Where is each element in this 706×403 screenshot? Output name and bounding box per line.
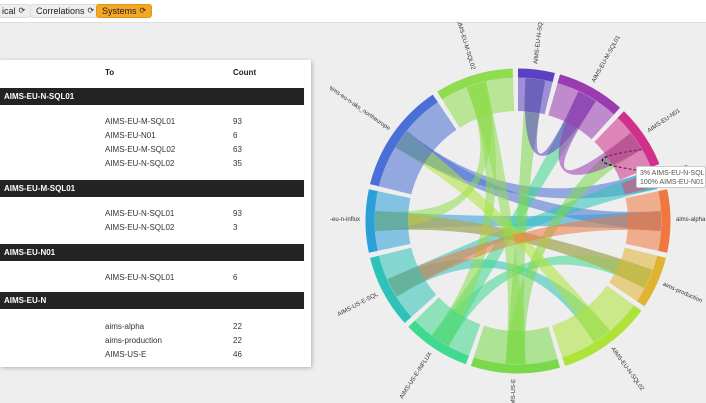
- chord-node-label: aims-alpha: [676, 217, 706, 223]
- chord-diagram[interactable]: AIMS-EU-N-SQL01 AIMS-EU-M-SQL01 AIMS-EU-N0…: [330, 22, 706, 403]
- column-header-to: To: [105, 68, 115, 77]
- group-header: AIMS-EU-N01: [0, 244, 304, 261]
- row-count: 63: [233, 145, 242, 154]
- chord-arc[interactable]: [617, 111, 660, 168]
- filter-bar: ical ⟳ Correlations ⟳ Systems ⟳: [0, 0, 706, 23]
- chord-group-band[interactable]: [413, 297, 481, 358]
- chord-arc[interactable]: [557, 74, 621, 115]
- chord-group-band[interactable]: [594, 116, 653, 180]
- tab-systems[interactable]: Systems ⟳: [96, 4, 153, 18]
- chord-arc[interactable]: [437, 68, 514, 100]
- tab-label: ical: [2, 6, 16, 16]
- chord-group-band[interactable]: [377, 247, 437, 319]
- chord-node-label: AIMS-US-E-SQL: [337, 291, 380, 318]
- row-to: aims-alpha: [105, 322, 145, 331]
- row-to: AIMS-EU-M-SQL01: [105, 117, 176, 126]
- tab-physical[interactable]: ical ⟳: [0, 4, 32, 18]
- chord-node-label: AIMS-EU-N-SQL01: [533, 22, 545, 64]
- tooltip-line: 3% AIMS-EU-N-SQL01 →: [640, 170, 705, 177]
- chord-ribbon[interactable]: [387, 169, 658, 297]
- chord-ribbon[interactable]: [375, 211, 653, 289]
- chord-arc[interactable]: [370, 94, 438, 187]
- chord-group-band[interactable]: [377, 100, 457, 195]
- chord-tooltip: 3% AIMS-EU-N-SQL01 → 100% AIMS-EU-N01 →: [636, 166, 706, 188]
- tab-label: Systems: [102, 6, 137, 16]
- chord-ribbon[interactable]: [466, 81, 526, 364]
- connections-table: [0, 60, 311, 367]
- column-header-count: Count: [233, 68, 257, 77]
- chord-arc[interactable]: [517, 68, 555, 82]
- row-to: AIMS-US-E: [105, 350, 147, 359]
- chord-node-label: AIMS-EU-N-SQL02: [609, 346, 645, 392]
- row-count: 35: [233, 159, 242, 168]
- row-to: AIMS-EU-N-SQL01: [105, 209, 175, 218]
- chord-arc[interactable]: [470, 357, 561, 374]
- row-to: AIMS-EU-M-SQL02: [105, 145, 176, 154]
- chord-node-label: AIMS-EU-M-SQL02: [454, 22, 475, 71]
- chord-group-band[interactable]: [373, 190, 411, 252]
- group-header: AIMS-EU-N: [0, 292, 304, 309]
- chord-node-label: AIMS-EU-M-SQL01: [591, 34, 622, 84]
- chord-arc[interactable]: [636, 255, 666, 307]
- chord-arc[interactable]: [658, 189, 671, 253]
- chord-node-label: aims-eu-n-influx: [330, 217, 360, 223]
- tab-correlations[interactable]: Correlations ⟳: [30, 4, 101, 18]
- row-to: AIMS-EU-N-SQL01: [105, 273, 175, 282]
- chord-node-label: aims-production: [662, 282, 703, 305]
- row-count: 93: [233, 117, 242, 126]
- row-count: 93: [233, 209, 242, 218]
- chord-node-label: eu-n-aks_aims-eu-n-aks_northeurope: [330, 70, 391, 133]
- row-count: 22: [233, 336, 242, 345]
- row-to: aims-production: [105, 336, 162, 345]
- chord-node-label: AIMS-US-E: [511, 379, 518, 403]
- chord-group-band[interactable]: [551, 285, 636, 359]
- tooltip-line: 100% AIMS-EU-N01 →: [640, 179, 706, 186]
- chord-arc[interactable]: [408, 320, 469, 365]
- tab-label: Correlations: [36, 6, 85, 16]
- chord-group-band[interactable]: [548, 81, 616, 140]
- chord-group-band[interactable]: [518, 76, 554, 115]
- row-to: AIMS-EU-N-SQL02: [105, 223, 175, 232]
- row-count: 22: [233, 322, 242, 331]
- row-count: 3: [233, 223, 238, 232]
- row-to: AIMS-EU-N-SQL02: [105, 159, 175, 168]
- chord-arc[interactable]: [562, 305, 642, 367]
- refresh-icon: ⟳: [139, 6, 147, 15]
- row-count: 46: [233, 350, 242, 359]
- group-header: AIMS-EU-M-SQL01: [0, 180, 304, 197]
- chord-node-label: AIMS-US-E-INFLUX: [399, 351, 434, 400]
- refresh-icon: ⟳: [87, 6, 95, 15]
- refresh-icon: ⟳: [18, 6, 26, 15]
- chord-arc[interactable]: [370, 255, 412, 324]
- chord-group-band[interactable]: [473, 325, 558, 366]
- chord-node-label: AIMS-EU-N01: [647, 108, 682, 135]
- row-count: 6: [233, 131, 238, 140]
- chord-arc[interactable]: [365, 189, 378, 253]
- chord-group-band[interactable]: [625, 190, 663, 252]
- row-count: 6: [233, 273, 238, 282]
- row-to: AIMS-EU-N01: [105, 131, 156, 140]
- group-header: AIMS-EU-N-SQL01: [0, 88, 304, 105]
